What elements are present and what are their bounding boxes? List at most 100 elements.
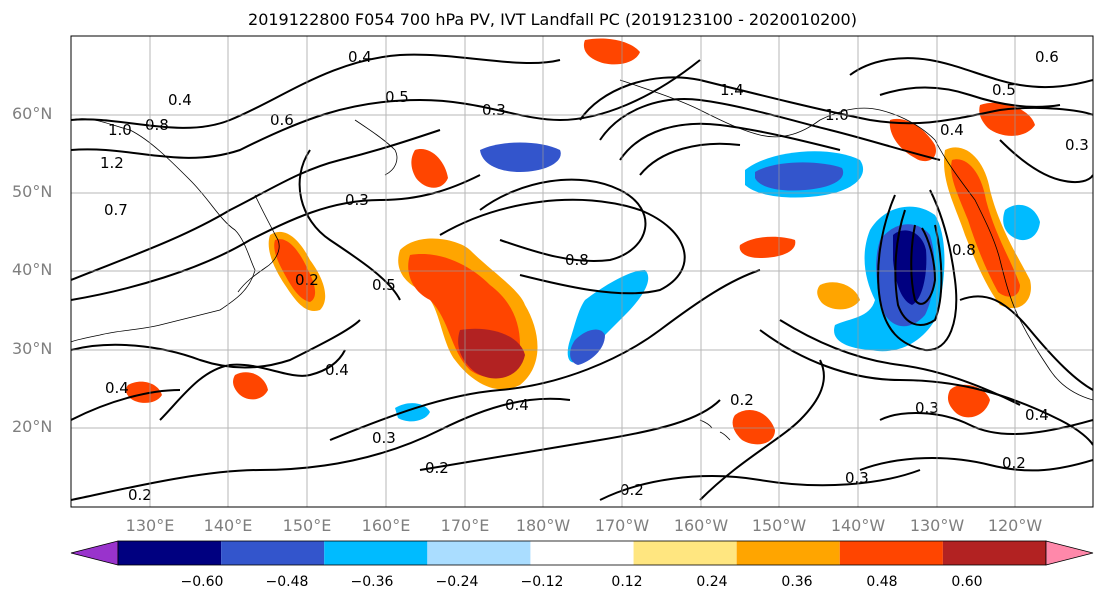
anomaly-positive [947,384,990,418]
colorbar-tick-label: −0.12 [520,574,564,590]
anomaly-positive [739,236,796,258]
lon-label: 140°E [203,516,253,535]
colorbar-min-extension [70,540,119,566]
contour-label-group: 0.4 0.6 0.5 0.3 1.0 1.2 0.8 0.7 0.2 0.4 … [100,48,1089,504]
lat-label: 50°N [12,182,53,201]
contour-label: 1.4 [720,81,744,99]
anomaly-positive [889,118,936,162]
contour-label: 0.5 [385,88,409,106]
contour-label: 0.4 [325,361,349,379]
contour-label: 0.8 [145,116,169,134]
anomaly-negative [755,162,844,191]
lat-label: 30°N [12,339,53,358]
contour-label: 0.2 [730,391,754,409]
coastline-japan [237,194,280,293]
colorbar-tick-label: 0.12 [611,574,643,590]
contour-label: 0.6 [270,111,294,129]
lon-label: 150°E [282,516,332,535]
contour-label: 0.4 [105,379,129,397]
coastlines [71,79,1093,441]
contour-label: 0.3 [345,191,369,209]
shaded-anomalies [125,38,1040,445]
contour-line [579,76,1093,125]
colorbar-box [324,541,428,565]
contour-line [639,142,741,176]
contour-label: 0.8 [565,251,589,269]
lon-label: 130°W [909,516,965,535]
contour-line [879,412,1093,436]
map-title: 2019122800 F054 700 hPa PV, IVT Landfall… [248,10,857,29]
colorbar-box [427,541,531,565]
coastline-kamchatka [354,119,398,176]
colorbar-box [736,541,840,565]
contour-line [329,269,761,441]
contour-line [71,319,361,369]
contour-label: 0.4 [168,91,192,109]
contour-label: 0.5 [992,81,1016,99]
contour-line [849,57,1093,89]
colorbar-box [118,541,222,565]
coastline-asia [71,118,256,343]
anomaly-negative [395,403,430,422]
colorbar-box [839,541,943,565]
lon-label: 180°W [515,516,571,535]
colorbar [70,540,1094,566]
contour-label: 1.2 [100,154,124,172]
contour-label: 0.2 [620,481,644,499]
contour-line [599,469,921,501]
contour-label: 0.4 [505,396,529,414]
colorbar-box [633,541,737,565]
contour-label: 0.5 [372,276,396,294]
contour-label: 0.2 [1002,454,1026,472]
anomaly-positive [583,38,640,65]
contour-line [298,149,401,301]
map-frame [70,35,1094,508]
contour-line [999,139,1093,184]
contour-line [599,98,941,161]
colorbar-tick-label: −0.48 [265,574,309,590]
colorbar-box [221,541,325,565]
lon-label: 130°E [125,516,175,535]
colorbar-tick-label: 0.36 [781,574,813,590]
colorbar-tick-label: −0.36 [350,574,394,590]
lon-label: 120°W [987,516,1043,535]
contour-line [619,122,841,161]
contour-lines [71,53,1093,501]
anomaly-positive [233,372,268,400]
colorbar-tick-label: 0.48 [866,574,898,590]
contour-line [419,399,721,471]
contour-label: 0.3 [372,429,396,447]
contour-line [910,224,937,305]
contour-line [71,174,481,301]
colorbar-tick-label: 0.24 [696,574,728,590]
colorbar-boxes [117,540,1047,566]
gridlines [71,36,1093,507]
colorbar-box [942,541,1046,565]
contour-label: 0.8 [952,241,976,259]
anomaly-negative [480,142,561,172]
contour-line [439,198,686,295]
coastline-north-america [934,139,1093,401]
lat-label: 60°N [12,104,53,123]
anomaly-positive [411,149,448,188]
colorbar-tick-label: −0.60 [180,574,224,590]
contour-line [759,329,1093,446]
contour-label: 0.3 [915,399,939,417]
contour-line [71,129,441,281]
colorbar-max-extension [1045,540,1094,566]
lon-label: 150°W [751,516,807,535]
contour-label: 0.2 [425,459,449,477]
coastline-alaska [619,79,936,141]
contour-line [699,359,825,501]
lon-label: 160°E [361,516,411,535]
contour-line [159,349,346,421]
contour-label: 0.2 [128,486,152,504]
contour-line [479,178,647,262]
lon-label: 140°W [830,516,886,535]
anomaly-negative [570,329,605,365]
contour-label: 0.3 [845,469,869,487]
contour-line [71,397,571,501]
contour-line [779,319,1021,406]
anomaly-positive [458,328,525,379]
